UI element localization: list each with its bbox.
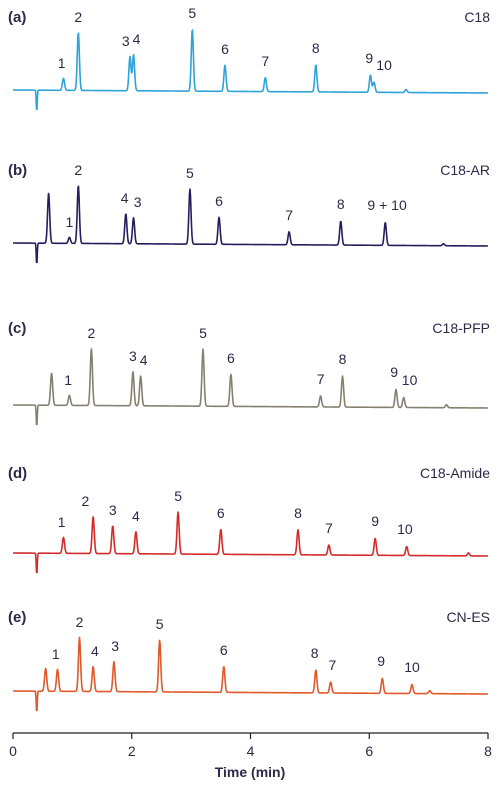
chromatogram-trace [12, 185, 489, 264]
peak-label: 5 [199, 325, 207, 341]
peak-label: 4 [91, 643, 99, 659]
panel-title: C18-Amide [420, 465, 490, 481]
peak-label: 1 [58, 514, 66, 530]
time-axis-ticks: 0 2 4 6 8 [9, 733, 492, 759]
peak-label: 3 [109, 502, 117, 518]
peak-label: 3 [122, 33, 130, 49]
peak-label: 7 [317, 371, 325, 387]
panel-4: (e) CN-ES 124 3 5 6 87 9 10 [8, 609, 490, 712]
chromatogram-trace [12, 511, 489, 574]
peak-label: 6 [221, 41, 229, 57]
peak-label: 2 [74, 9, 82, 25]
panel-title: C18 [464, 9, 490, 25]
peak-label: 8 [312, 40, 320, 56]
peak-label: 2 [76, 614, 84, 630]
peak-label: 1 [66, 214, 74, 230]
peak-label: 6 [220, 642, 228, 658]
peak-label: 5 [174, 488, 182, 504]
peak-label: 9 [390, 364, 398, 380]
peak-label: 5 [156, 616, 164, 632]
peak-label: 10 [376, 57, 392, 73]
peak-label: 1 [52, 646, 60, 662]
peak-label: 7 [261, 53, 269, 69]
panel-letter: (c) [8, 320, 26, 337]
panel-0: (a) C18 1 2 3 4 5 6 7 8 9 10 [8, 5, 490, 111]
peak-label: 10 [397, 521, 413, 537]
chromatogram-trace [12, 348, 489, 426]
time-axis-title: Time (min) [215, 764, 286, 780]
panel-title: C18-AR [440, 162, 490, 178]
peak-label: 3 [111, 638, 119, 654]
peak-label: 2 [82, 493, 90, 509]
x-tick-label: 4 [247, 743, 255, 759]
peak-label: 3 [134, 194, 142, 210]
peak-label: 5 [188, 5, 196, 21]
peak-label: 10 [404, 659, 420, 675]
panel-letter: (d) [8, 465, 27, 482]
panel-letter: (e) [8, 609, 26, 626]
panel-title: CN-ES [446, 609, 490, 625]
peak-label: 3 [129, 348, 137, 364]
peak-label: 7 [325, 520, 333, 536]
peak-label: 1 [64, 372, 72, 388]
x-tick-label: 6 [365, 743, 373, 759]
peak-label: 8 [294, 505, 302, 521]
x-tick-label: 8 [484, 743, 492, 759]
peak-label: 2 [88, 325, 96, 341]
x-tick-label: 0 [9, 743, 17, 759]
peak-label: 1 [58, 55, 66, 71]
peak-label: 9 [371, 513, 379, 529]
peak-label: 9 [377, 653, 385, 669]
panel-title: C18-PFP [432, 320, 490, 336]
panel-letter: (b) [8, 162, 27, 179]
panel-1: (b) C18-AR 1 2 4 3 5 6 7 8 9 + 10 [8, 162, 490, 264]
peak-label: 4 [133, 31, 141, 47]
peak-label: 5 [186, 165, 194, 181]
peak-label: 8 [311, 645, 319, 661]
peak-label: 7 [329, 657, 337, 673]
peak-label: 10 [402, 372, 418, 388]
peak-label: 6 [217, 505, 225, 521]
peak-label: 4 [121, 190, 129, 206]
peak-label: 6 [227, 350, 235, 366]
peak-label: 9 + 10 [367, 197, 407, 213]
time-axis: 0 2 4 6 8 Time (min) [9, 732, 492, 780]
peak-label: 4 [132, 508, 140, 524]
chromatogram-trace [12, 636, 489, 712]
peak-label: 2 [74, 162, 82, 178]
peak-label: 6 [215, 193, 223, 209]
x-tick-label: 2 [128, 743, 136, 759]
peak-label: 4 [140, 352, 148, 368]
panel-letter: (a) [8, 9, 26, 26]
peak-label: 8 [337, 196, 345, 212]
peak-label: 9 [365, 50, 373, 66]
chromatogram-trace [12, 29, 489, 111]
peak-label: 7 [285, 207, 293, 223]
peak-label: 8 [339, 351, 347, 367]
